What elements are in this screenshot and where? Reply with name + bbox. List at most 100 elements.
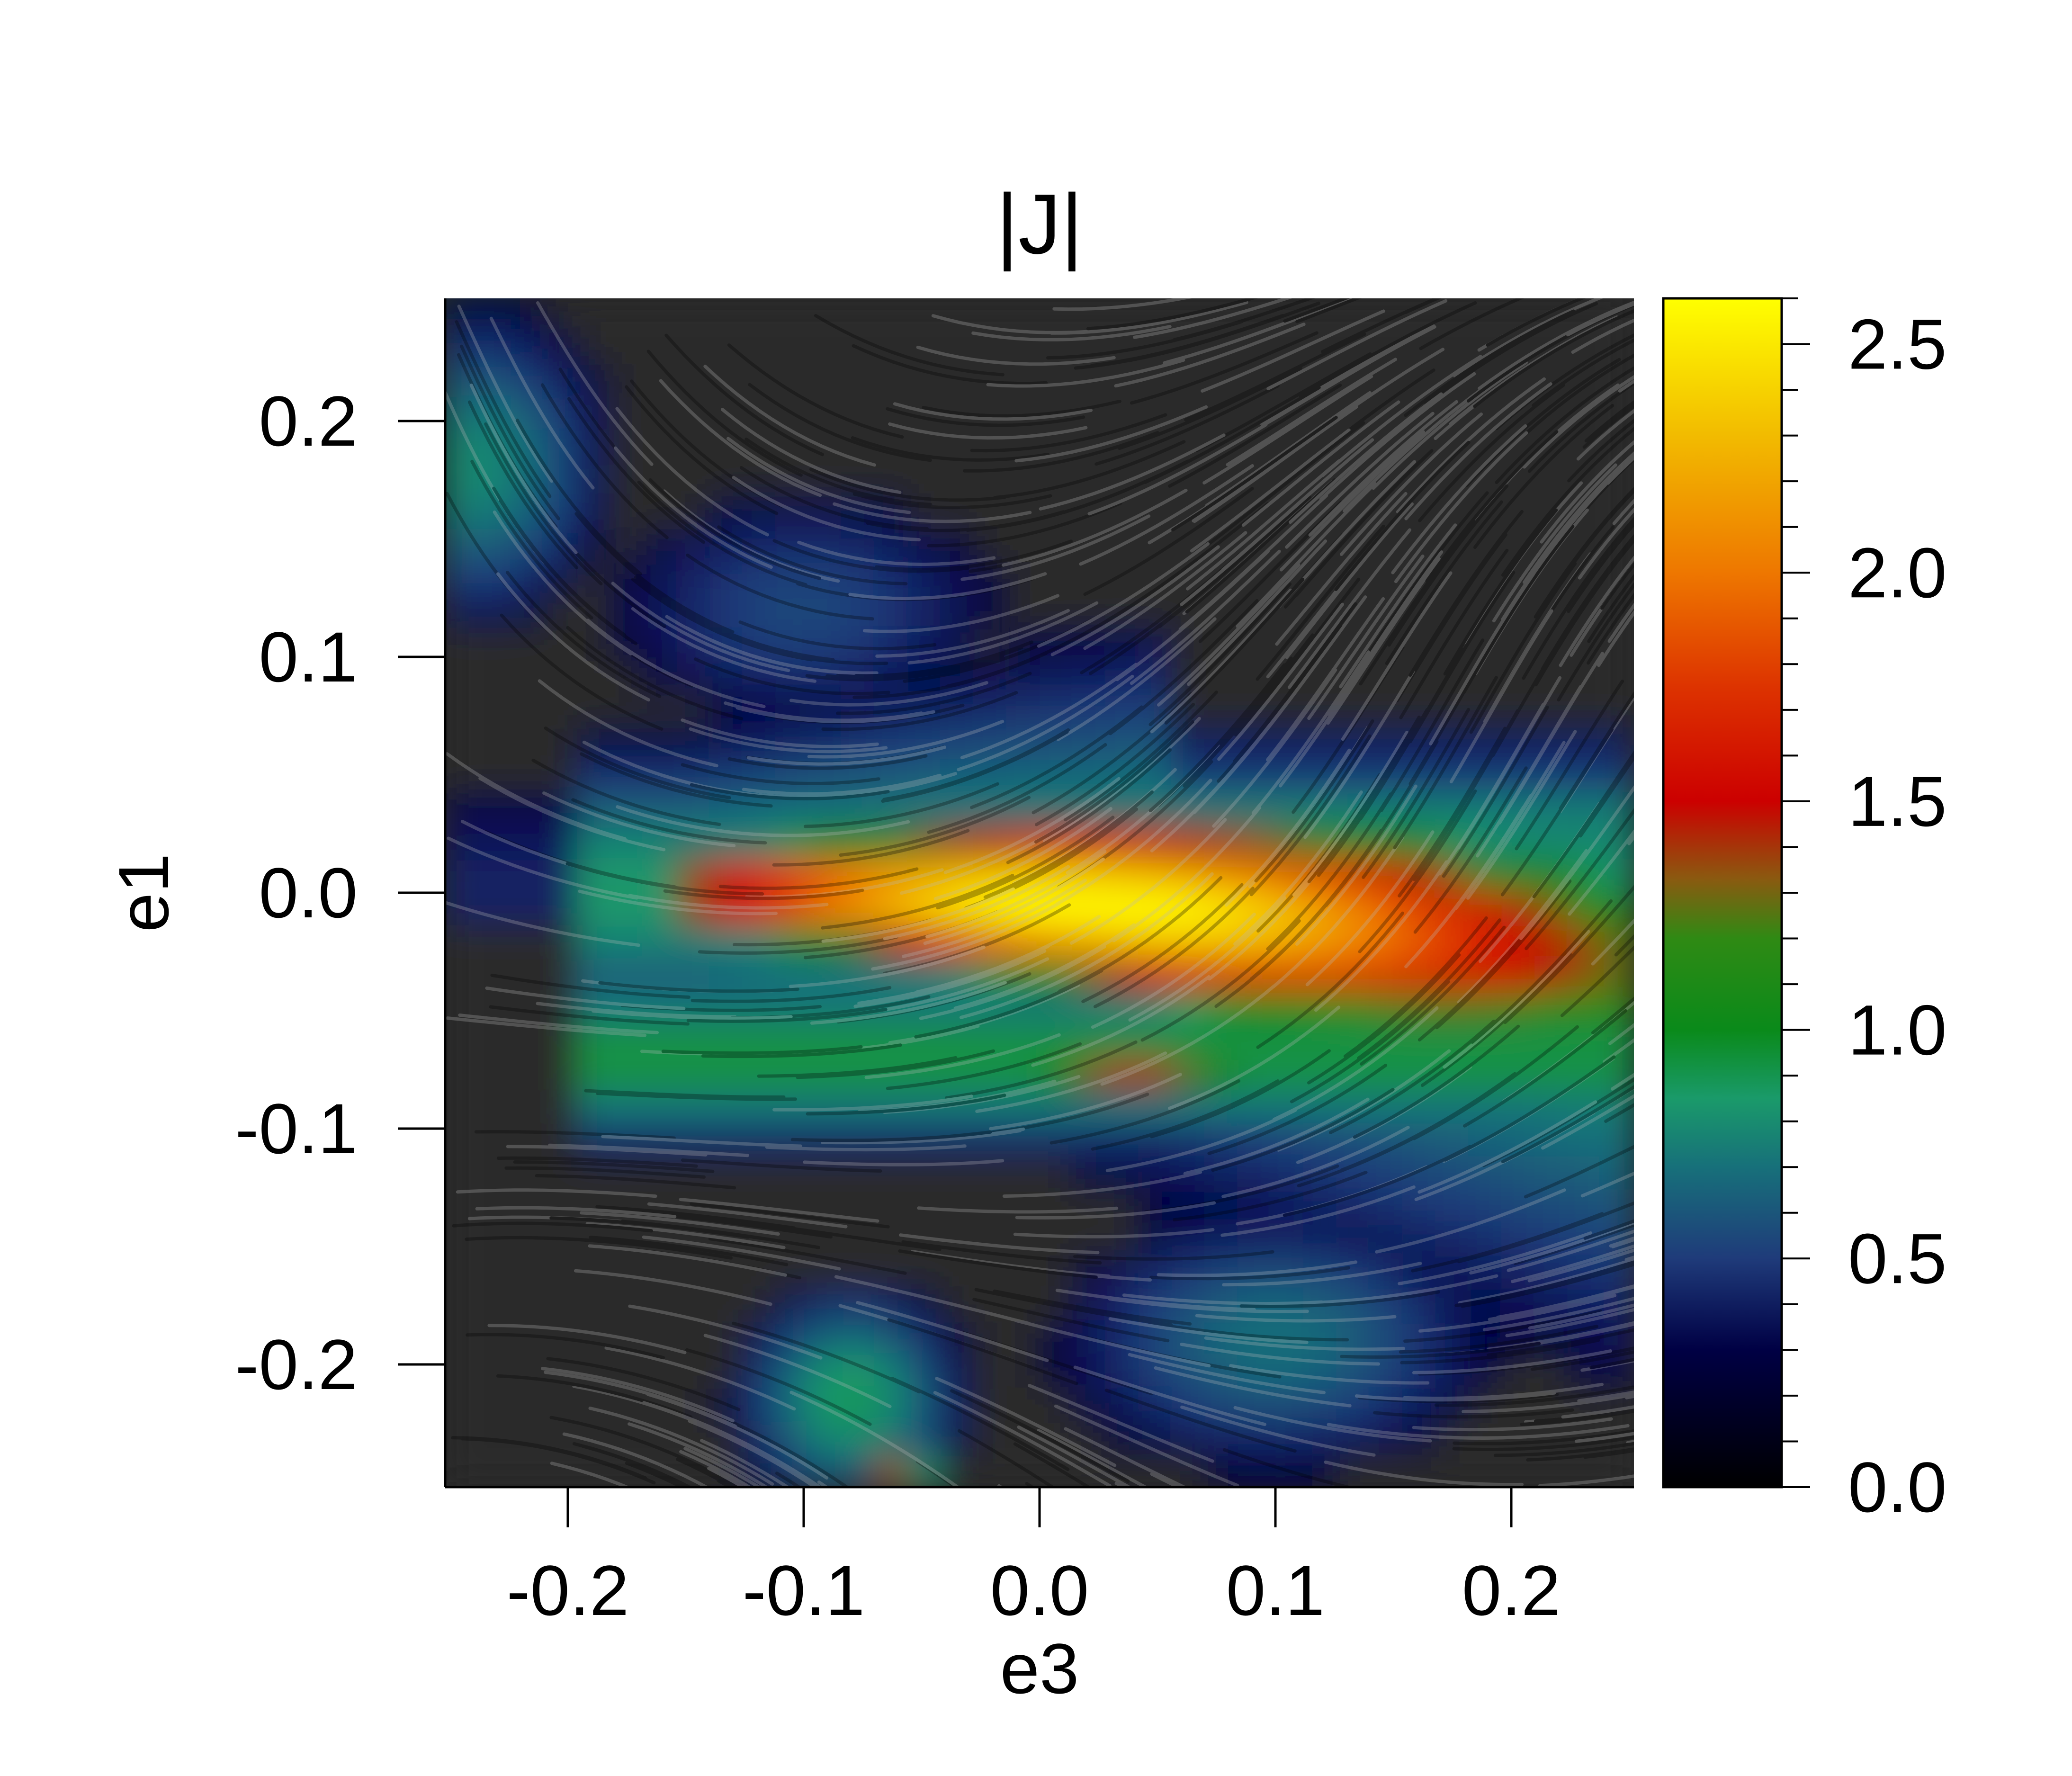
field-cell [807,463,842,497]
field-cell [1072,397,1106,431]
streamline [1234,577,1361,737]
field-cell [676,991,710,1025]
field-cell [973,1387,1007,1422]
field-cell [807,397,842,431]
field-cell [940,331,974,365]
field-cell [1237,1156,1271,1191]
field-cell [807,1156,842,1191]
streamline [1185,478,1336,614]
streamline [1069,818,1227,945]
streamline [1534,1407,1634,1423]
field-cell [1402,463,1436,497]
field-cell [742,430,776,464]
field-cell [544,1057,578,1092]
streamline [604,1346,796,1411]
streamline [544,1371,737,1428]
field-cell [1600,298,1634,332]
field-cell [1600,529,1634,563]
field-cell [643,1354,677,1389]
field-cell [643,1090,677,1124]
field-cell [1006,1222,1040,1256]
streamline [475,1206,677,1219]
field-cell [775,430,809,464]
streamline [1154,1366,1352,1408]
streamline [1583,1219,1634,1240]
streamline [1571,318,1634,354]
field-cell [775,1321,809,1356]
field-cell [1171,496,1205,530]
field-cell [841,760,875,794]
field-cell [511,892,545,926]
streamline [1277,460,1417,608]
field-cell [1501,1090,1535,1124]
field-cell [1105,1189,1139,1224]
streamline [586,619,766,709]
field-cell [1369,298,1403,332]
streamline [1256,773,1381,933]
field-cell [610,1189,644,1224]
streamline [864,1033,1061,1079]
field-cell [775,1255,809,1290]
field-cell [1204,463,1238,497]
field-cell [1468,1453,1503,1487]
streamline [640,1048,842,1056]
field-cell [1303,694,1337,728]
streamline [1314,860,1448,1012]
streamline [578,889,778,915]
streamline [581,979,782,993]
streamline [963,431,1159,473]
field-cell [1006,1024,1040,1058]
field-cell [576,1090,611,1124]
field-cell [544,1354,578,1389]
field-cell [907,925,941,960]
field-cell [874,925,908,960]
field-cell [1072,1057,1106,1092]
colorbar-tick-label: 2.0 [1848,533,1947,612]
field-cell [1237,595,1271,629]
streamline [1353,1024,1520,1139]
field-cell [1072,430,1106,464]
field-cell [1006,364,1040,398]
field-cell [477,1024,512,1058]
field-cell [676,331,710,365]
x-axis-label: e3 [1000,1629,1079,1708]
field-cell [1567,958,1602,993]
field-cell [676,1090,710,1124]
field-cell [973,529,1007,563]
streamline [690,783,890,801]
streamline [1148,431,1316,545]
streamline [1178,493,1328,631]
field-cell [1072,496,1106,530]
field-cell [841,661,875,695]
streamline [531,758,721,826]
streamline [1526,1447,1634,1462]
field-cell [1204,562,1238,596]
field-cell [643,463,677,497]
streamline [1566,302,1634,337]
field-cell [511,1189,545,1224]
field-cell [1567,925,1602,960]
field-cell [973,1321,1007,1356]
field-cell [742,727,776,762]
field-cell [807,694,842,728]
field-cell [1237,760,1271,794]
streamline [1236,482,1377,628]
field-cell [742,595,776,629]
field-cell [775,1354,809,1389]
field-cell [1270,430,1304,464]
streamline [1434,1385,1634,1407]
field-cell [807,1024,842,1058]
field-cell [1336,1123,1371,1157]
field-cell [1006,397,1040,431]
field-cell [907,1090,941,1124]
streamline [1048,872,1214,988]
streamline [524,485,666,628]
streamline [1143,386,1321,484]
colorbar-tick-label: 0.5 [1848,1219,1947,1298]
field-cell [775,925,809,960]
field-cell [940,1288,974,1323]
field-cell [1237,958,1271,993]
field-cell [1270,1420,1304,1455]
streamline [1087,423,1268,516]
field-cell [477,496,512,530]
